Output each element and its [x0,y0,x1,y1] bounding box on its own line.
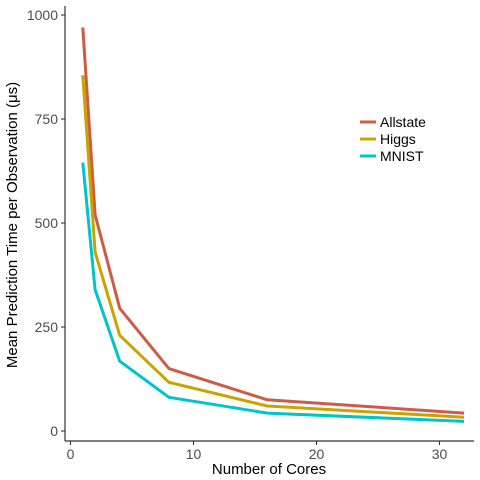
x-tick-label: 20 [309,446,325,462]
legend-label-mnist: MNIST [380,148,424,164]
y-tick-label: 500 [35,215,59,231]
x-tick-label: 10 [186,446,202,462]
series-line-allstate [81,27,465,415]
x-tick-label: 30 [432,446,448,462]
legend-label-higgs: Higgs [380,131,416,147]
series-line-higgs [81,75,465,419]
series-lines [81,27,465,423]
y-tick-label: 0 [50,423,58,439]
legend-label-allstate: Allstate [380,114,426,130]
y-tick-label: 1000 [27,7,58,23]
x-axis-ticks: 0 10 20 30 [67,441,448,462]
series-line-mnist [81,162,465,423]
y-tick-label: 750 [35,111,59,127]
x-tick-label: 0 [67,446,75,462]
y-tick-label: 250 [35,319,59,335]
y-axis-ticks: 0 250 500 750 1000 [27,7,65,439]
y-axis-title: Mean Prediction Time per Observation (μs… [4,82,21,368]
x-axis-title: Number of Cores [212,461,326,478]
